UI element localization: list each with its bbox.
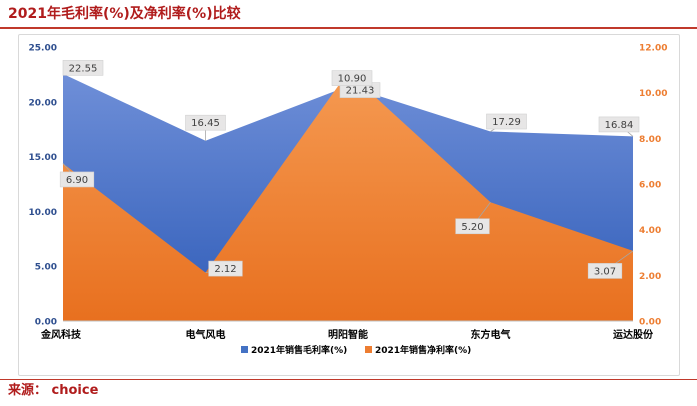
data-label: 22.55 — [69, 63, 98, 74]
data-label-box — [62, 60, 104, 76]
area-chart: 0.00 5.00 10.00 15.00 20.00 25.00 0.00 2.00 4.00… — [29, 44, 668, 357]
y-right-tick-label: 0.00 — [639, 318, 661, 328]
x-tick-label: 金风科技 — [40, 328, 82, 341]
legend-swatch-gross-margin — [241, 346, 248, 353]
legend-label: 2021年销售毛利率(%) — [251, 344, 347, 356]
y-left-tick-label: 25.00 — [29, 44, 57, 54]
x-tick-label: 明阳智能 — [328, 328, 368, 341]
data-label-box — [587, 263, 623, 279]
legend-label: 2021年销售净利率(%) — [375, 344, 471, 356]
page-title: 2021年毛利率(%)及净利率(%)比较 — [8, 6, 241, 22]
x-tick-label: 东方电气 — [471, 328, 511, 341]
footer-divider — [0, 379, 697, 380]
data-label-box — [598, 116, 640, 133]
y-right-tick-label: 4.00 — [639, 226, 661, 236]
legend-swatch-net-margin — [365, 346, 372, 353]
x-tick-label: 电气风电 — [186, 328, 226, 341]
data-label-box — [59, 171, 95, 188]
data-label-box — [455, 218, 490, 235]
data-label-box — [331, 70, 373, 86]
y-right-tick-label: 2.00 — [639, 272, 661, 282]
data-label: 6.90 — [66, 175, 88, 186]
y-right-tick-label: 12.00 — [639, 44, 667, 54]
data-label: 17.29 — [492, 117, 521, 128]
series-area-net-margin — [63, 72, 633, 321]
data-label-box — [185, 114, 226, 131]
y-right-tick-label: 8.00 — [639, 135, 661, 145]
title-divider — [0, 27, 697, 29]
data-label: 2.12 — [214, 264, 236, 275]
data-label: 16.45 — [191, 118, 220, 129]
y-right-tick-label: 6.00 — [639, 181, 661, 191]
chart-frame: 0.00 5.00 10.00 15.00 20.00 25.00 0.00 2.00 4.00… — [18, 34, 680, 376]
y-left-tick-label: 10.00 — [29, 208, 57, 218]
y-left-tick-label: 0.00 — [35, 318, 57, 328]
data-label: 5.20 — [461, 222, 483, 233]
data-label: 21.43 — [346, 86, 375, 97]
data-label-box — [486, 113, 527, 130]
y-left-tick-label: 20.00 — [29, 98, 57, 108]
data-label-box — [208, 260, 243, 277]
data-label: 10.90 — [338, 74, 367, 85]
data-label: 3.07 — [594, 266, 616, 277]
y-right-tick-label: 10.00 — [639, 89, 667, 99]
y-left-tick-label: 15.00 — [29, 153, 57, 163]
source-note: 来源： choice — [8, 383, 99, 398]
y-left-tick-label: 5.00 — [35, 263, 57, 273]
x-tick-label: 运达股份 — [613, 328, 654, 341]
data-label: 16.84 — [605, 120, 634, 131]
